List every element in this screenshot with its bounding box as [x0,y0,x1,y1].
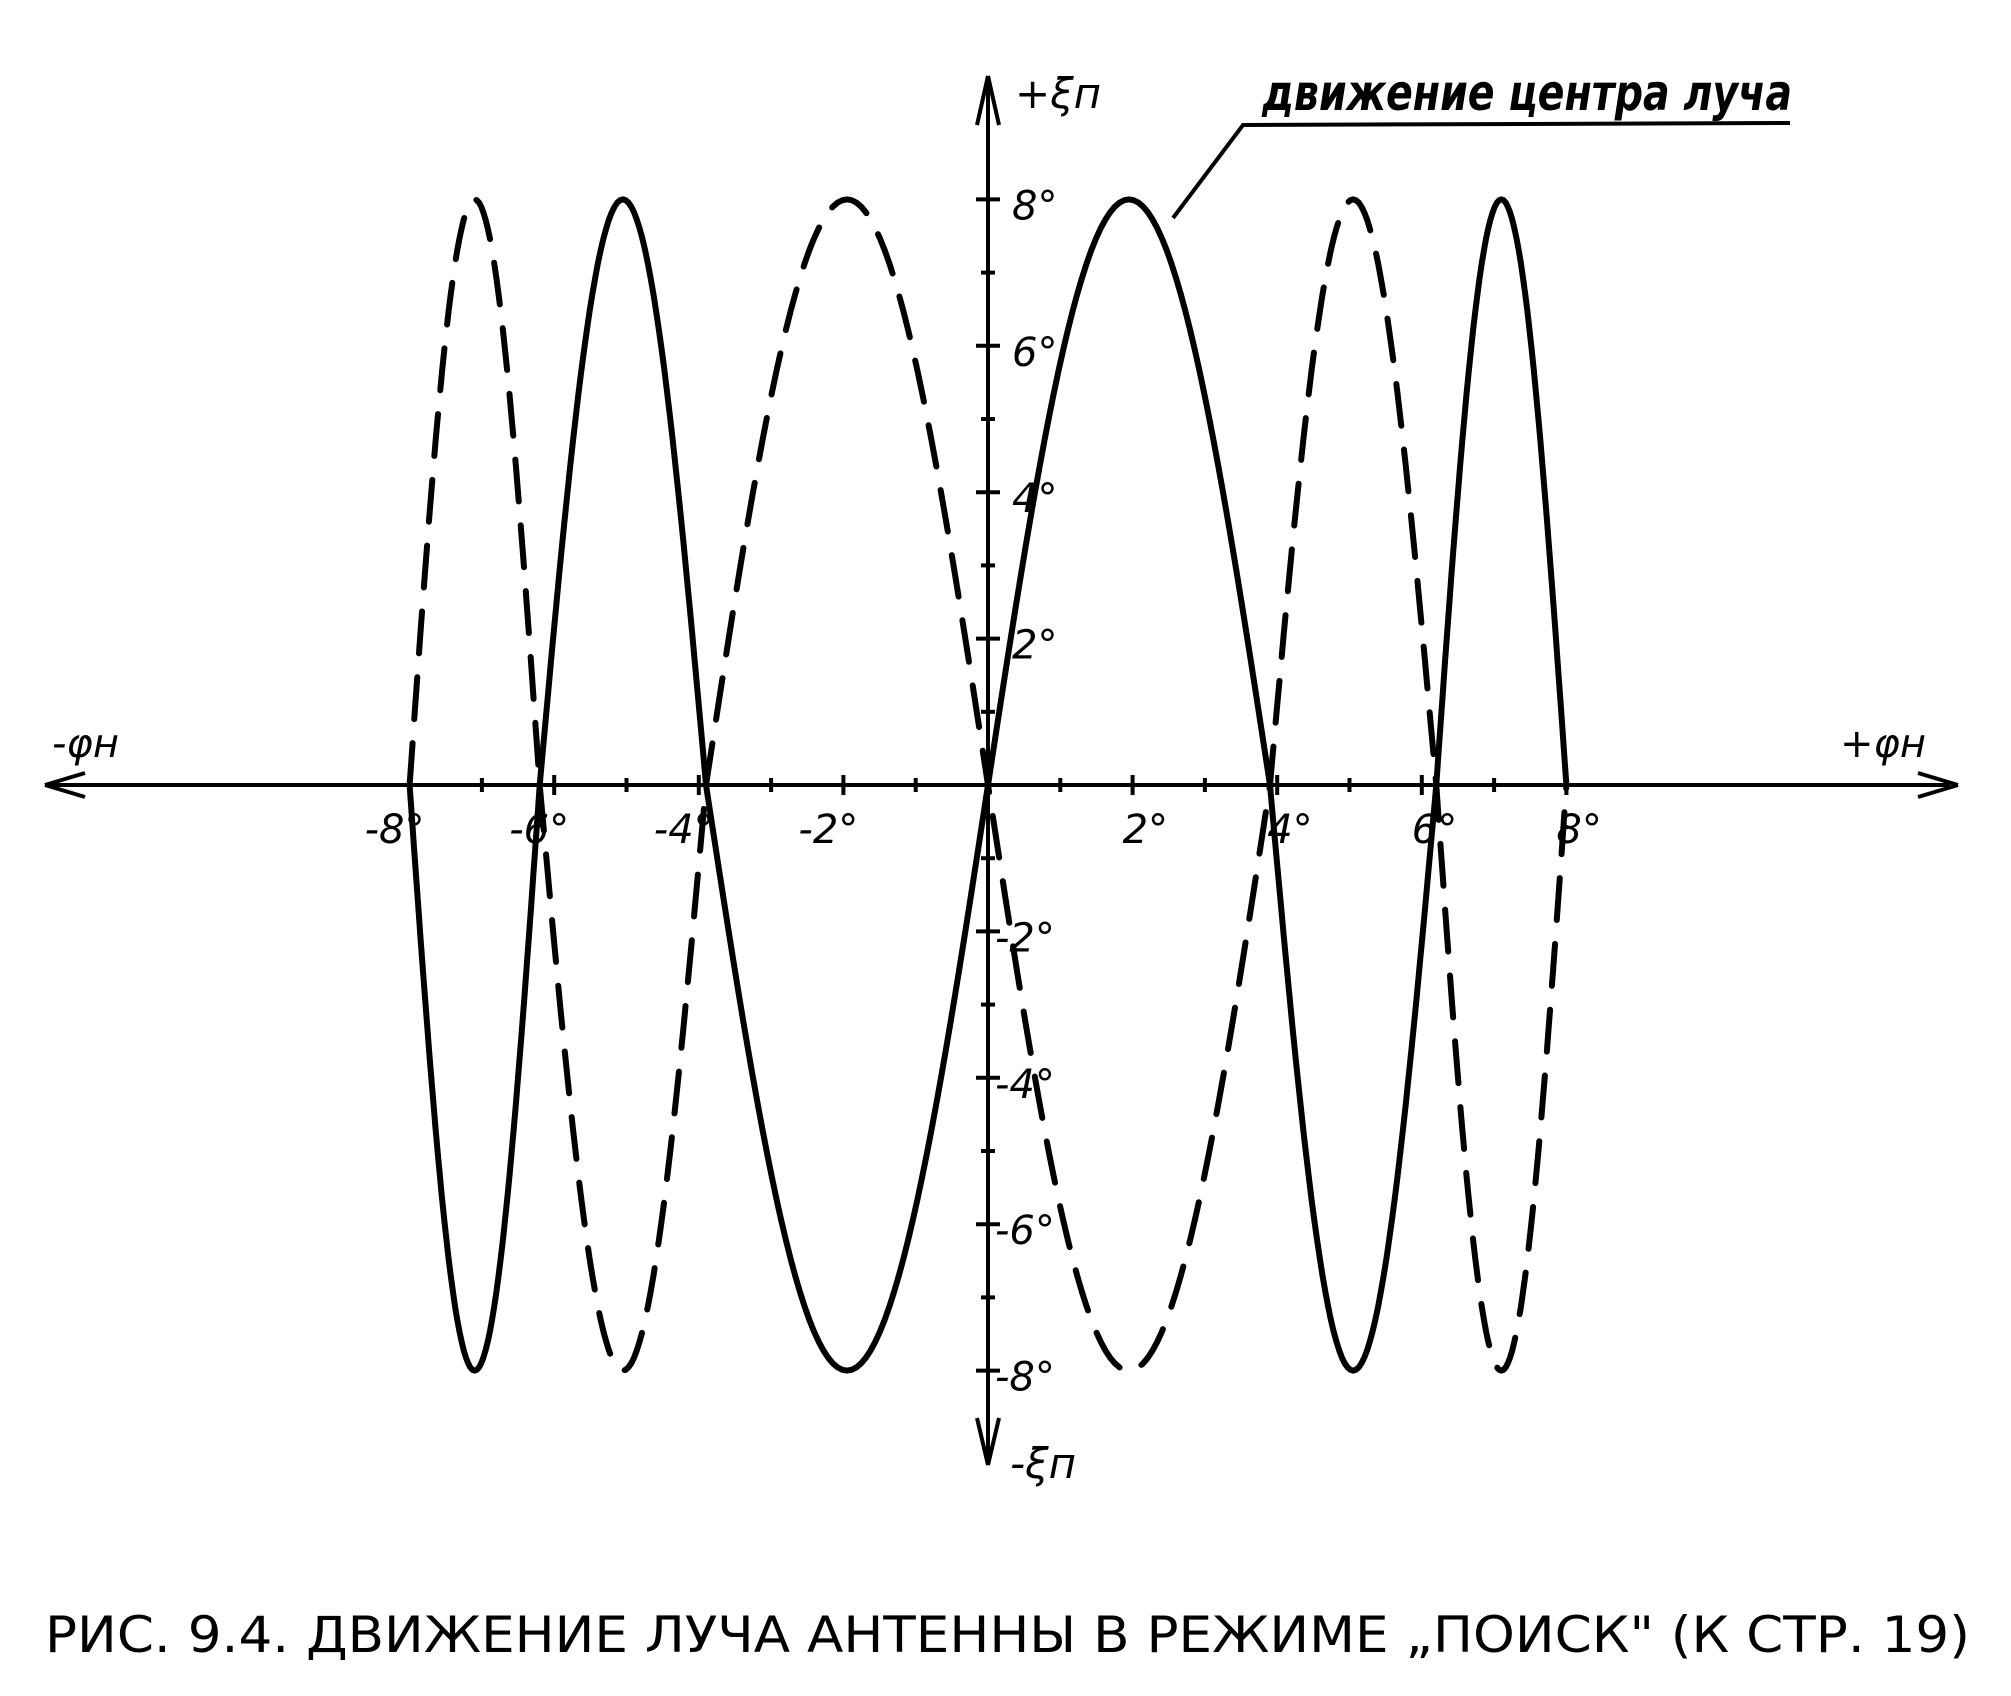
y-tick-label: -4° [995,1062,1055,1108]
x-tick-label: 6° [1412,807,1457,853]
y-axis-label-negative: -ξп [1010,1439,1076,1488]
annotation-leader-line [1171,121,1791,220]
x-axis-label-positive: +φн [1840,721,1926,767]
x-axis-arrow-left-icon [44,771,86,799]
x-tick-label: -2° [798,807,858,853]
x-tick-label: 8° [1556,807,1601,853]
y-axis-arrow-down-icon [975,1417,1001,1466]
x-axis-label-negative: -φн [52,721,119,767]
y-axis-label-positive: +ξп [1015,69,1101,118]
series-dashed-line [406,196,1570,1374]
x-axis-arrow-right-icon [1917,771,1959,799]
x-tick-label: -6° [509,807,569,853]
y-tick-label: -2° [995,915,1055,961]
x-tick-label: 2° [1123,807,1168,853]
x-tick-label: -8° [365,807,425,853]
y-tick-label: 6° [1012,330,1057,376]
figure-caption: РИС. 9.4. ДВИЖЕНИЕ ЛУЧА АНТЕННЫ В РЕЖИМЕ… [45,1606,1970,1664]
y-tick-label: -8° [995,1355,1055,1401]
x-tick-label: 4° [1267,807,1312,853]
y-tick-label: 2° [1012,623,1057,669]
y-axis-arrow-up-icon [975,75,1001,126]
annotation-label: движение центра луча [1261,64,1792,122]
y-tick-label: 4° [1012,476,1057,522]
x-tick-label: -4° [654,807,714,853]
y-tick-label: -6° [995,1208,1055,1254]
y-tick-label: 8° [1012,183,1057,229]
